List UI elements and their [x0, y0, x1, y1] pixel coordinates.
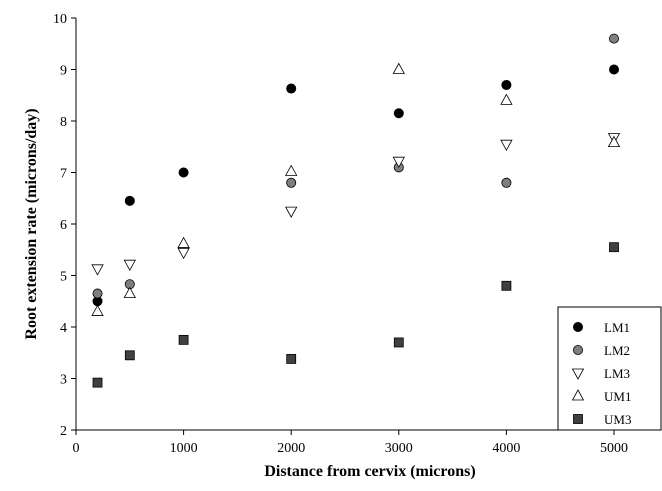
- point-um1: [177, 236, 190, 248]
- y-axis-title: Root extension rate (microns/day): [23, 108, 40, 339]
- legend-marker-lm1: [573, 321, 584, 332]
- point-lm2: [92, 288, 103, 299]
- point-um1: [285, 164, 298, 176]
- point-um1: [392, 62, 405, 74]
- point-lm1: [609, 64, 620, 75]
- point-um3: [178, 334, 189, 345]
- point-lm3: [392, 156, 405, 169]
- y-tick-label: 8: [60, 115, 67, 130]
- point-lm3: [177, 247, 190, 260]
- point-lm3: [500, 139, 513, 152]
- legend-label: UM1: [604, 389, 631, 404]
- point-lm2: [501, 177, 512, 188]
- point-lm1: [124, 195, 135, 206]
- point-lm3: [285, 206, 298, 218]
- y-tick-label: 10: [53, 12, 67, 27]
- series-lm2: [92, 33, 620, 299]
- legend: LM1 LM2 LM3 UM1 UM3: [557, 306, 662, 431]
- series-lm3: [91, 133, 621, 276]
- point-um3: [124, 350, 135, 361]
- point-lm2: [609, 33, 620, 44]
- series-um3: [92, 242, 619, 388]
- legend-marker-lm2: [573, 344, 584, 355]
- data-points: [91, 33, 621, 388]
- y-tick-label: 9: [60, 64, 67, 79]
- legend-label: UM3: [604, 412, 631, 427]
- point-um1: [500, 93, 513, 105]
- legend-marker-um3: [573, 414, 583, 424]
- point-um3: [92, 377, 103, 388]
- point-um1: [607, 135, 621, 148]
- legend-marker-lm3: [571, 368, 585, 380]
- y-tick-label: 7: [60, 167, 67, 182]
- y-tick-label: 4: [60, 321, 67, 336]
- legend-marker-um1: [571, 389, 585, 401]
- point-um3: [393, 337, 404, 348]
- point-lm1: [178, 167, 189, 178]
- legend-item-um3: UM3: [573, 412, 631, 427]
- x-tick-label: 4000: [492, 441, 520, 456]
- point-um1: [91, 304, 104, 316]
- y-tick-label: 3: [60, 373, 67, 388]
- point-lm1: [501, 79, 512, 90]
- x-ticks: 0 1000 2000 3000 4000 5000: [73, 430, 628, 456]
- y-tick-label: 6: [60, 218, 67, 233]
- legend-label: LM1: [604, 320, 630, 335]
- x-axis-title: Distance from cervix (microns): [264, 463, 475, 480]
- series-um1: [91, 62, 621, 316]
- point-lm3: [91, 264, 104, 276]
- point-lm3: [123, 259, 136, 272]
- point-um3: [501, 280, 512, 291]
- x-tick-label: 3000: [385, 441, 413, 456]
- legend-label: LM3: [604, 366, 630, 381]
- legend-item-lm1: LM1: [573, 320, 630, 335]
- point-um3: [286, 354, 297, 364]
- y-tick-label: 5: [60, 270, 67, 285]
- x-tick-label: 1000: [170, 441, 198, 456]
- point-um3: [609, 242, 619, 253]
- legend-item-um1: UM1: [571, 389, 631, 404]
- y-ticks: 2 3 4 5 6 7 8 9 10: [53, 12, 76, 439]
- series-lm1: [92, 64, 620, 307]
- point-lm1: [393, 108, 404, 119]
- legend-label: LM2: [604, 343, 630, 358]
- point-lm2: [286, 177, 297, 188]
- x-tick-label: 2000: [277, 441, 305, 456]
- x-tick-label: 0: [73, 441, 80, 456]
- x-tick-label: 5000: [600, 441, 628, 456]
- y-tick-label: 2: [60, 424, 67, 439]
- legend-item-lm2: LM2: [573, 343, 630, 358]
- legend-item-lm3: LM3: [571, 366, 630, 381]
- point-um1: [123, 286, 136, 298]
- point-lm1: [286, 83, 297, 94]
